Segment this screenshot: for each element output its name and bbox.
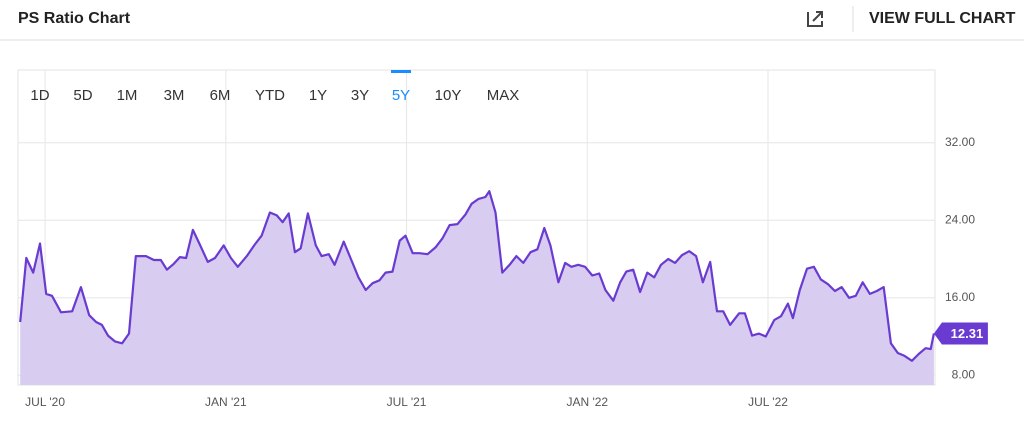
range-button[interactable]: MAX — [487, 87, 520, 104]
range-button[interactable]: 3M — [164, 87, 185, 104]
y-tick-label: 16.00 — [945, 290, 975, 304]
widget-title: PS Ratio Chart — [18, 10, 131, 27]
view-full-chart-link[interactable]: VIEW FULL CHART — [869, 10, 1016, 27]
x-tick-label: JUL '21 — [387, 395, 427, 409]
range-button[interactable]: 1Y — [309, 87, 327, 104]
last-value-badge — [933, 322, 988, 345]
range-button[interactable]: 3Y — [351, 87, 369, 104]
icon-box — [807, 12, 823, 27]
line — [19, 190, 935, 362]
x-tick-label: JUL '22 — [748, 395, 788, 409]
y-tick-label: 32.00 — [945, 135, 975, 149]
external-link-icon[interactable] — [807, 11, 823, 27]
x-tick-label: JAN '22 — [566, 395, 608, 409]
x-tick-label: JAN '21 — [205, 395, 247, 409]
y-tick-label: 24.00 — [945, 212, 975, 226]
range-selected-indicator — [391, 70, 411, 73]
x-tick-label: JUL '20 — [25, 395, 65, 409]
range-button[interactable]: 5D — [73, 87, 92, 104]
range-button[interactable]: 6M — [210, 87, 231, 104]
range-button[interactable]: 5Y — [392, 87, 410, 104]
icon-arrow — [812, 11, 823, 22]
range-button[interactable]: 1D — [30, 87, 49, 104]
range-button[interactable]: 10Y — [435, 87, 462, 104]
y-tick-label: 8.00 — [952, 367, 976, 381]
range-button[interactable]: 1M — [117, 87, 138, 104]
area-fill — [20, 191, 934, 385]
last-value-label: 12.31 — [951, 326, 984, 341]
range-button[interactable]: YTD — [255, 87, 285, 104]
